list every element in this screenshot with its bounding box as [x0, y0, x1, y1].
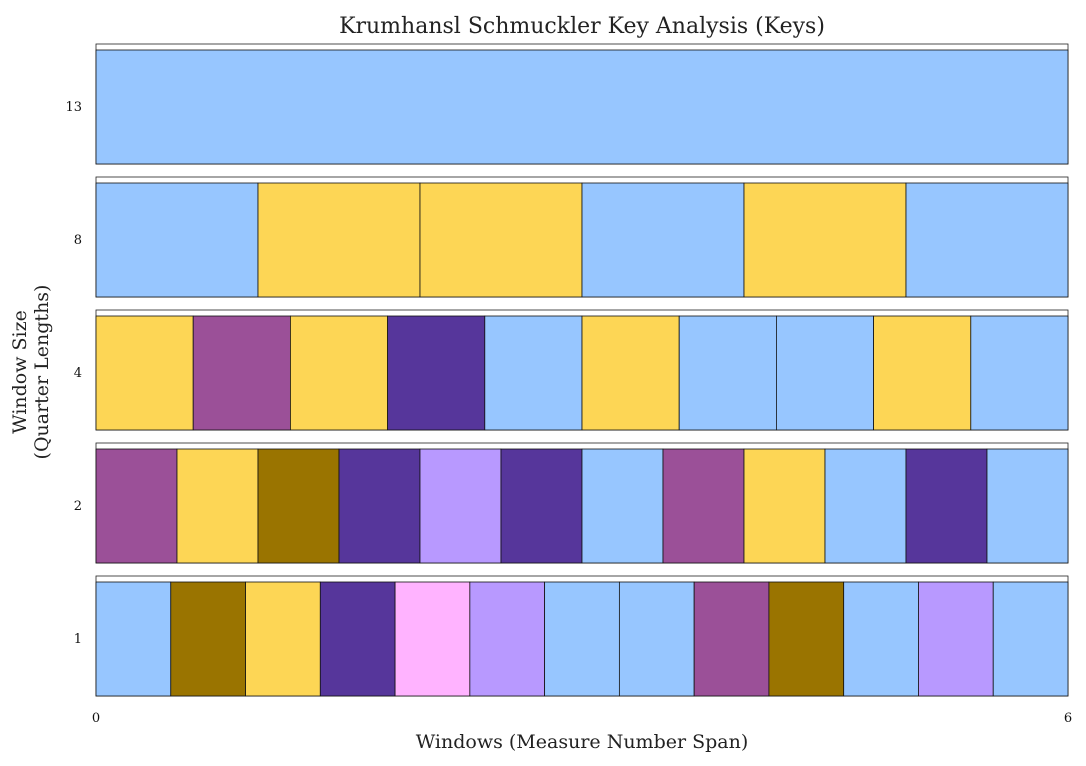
cell-window-4-6 — [581, 315, 680, 431]
cell-window-8-4 — [581, 182, 745, 298]
x-axis-label: Windows (Measure Number Span) — [416, 731, 749, 753]
cell-window-1-11 — [843, 581, 919, 697]
x-tick-label-end: 6 — [1064, 711, 1072, 726]
cell-window-4-5 — [484, 315, 583, 431]
cell-window-4-9 — [873, 315, 972, 431]
cell-window-1-1 — [95, 581, 172, 697]
y-tick-labels: 13 8 4 2 1 — [65, 100, 82, 647]
cell-window-1-10 — [768, 581, 845, 697]
cell-window-4-8 — [776, 315, 875, 431]
cell-window-1-9 — [693, 581, 770, 697]
cell-window-1-4 — [319, 581, 396, 697]
cell-window-8-1 — [95, 182, 259, 298]
x-tick-label-start: 0 — [92, 711, 100, 726]
cell-window-1-8 — [618, 581, 695, 697]
cell-window-2-6 — [500, 448, 583, 564]
cell-window-2-1 — [95, 448, 178, 564]
cell-window-2-8 — [662, 448, 745, 564]
chart-title: Krumhansl Schmuckler Key Analysis (Keys) — [339, 14, 825, 39]
y-tick-label-4: 4 — [74, 366, 82, 381]
cell-window-13-1 — [95, 49, 1069, 165]
cell-window-1-13 — [992, 581, 1069, 697]
y-tick-label-1: 1 — [74, 632, 82, 647]
cell-window-2-4 — [338, 448, 421, 564]
cell-window-4-2 — [192, 315, 291, 431]
cell-window-4-3 — [289, 315, 388, 431]
cell-window-4-7 — [678, 315, 777, 431]
cell-window-2-2 — [176, 448, 259, 564]
cell-window-1-2 — [170, 581, 246, 697]
cell-window-8-2 — [257, 182, 421, 298]
cell-window-4-10 — [970, 315, 1069, 431]
cell-window-2-12 — [986, 448, 1069, 564]
cell-window-1-7 — [544, 581, 620, 697]
cell-window-4-1 — [95, 315, 194, 431]
cell-window-4-4 — [387, 315, 486, 431]
cell-window-1-6 — [469, 581, 546, 697]
y-tick-label-8: 8 — [74, 233, 82, 248]
cell-window-1-12 — [918, 581, 994, 697]
y-axis-label-line-1: Window Size — [9, 310, 31, 434]
cell-window-1-3 — [245, 581, 321, 697]
cell-window-8-5 — [743, 182, 907, 298]
cell-window-8-6 — [905, 182, 1069, 298]
plot-area — [95, 43, 1069, 697]
y-axis-label-line-2: (Quarter Lengths) — [31, 285, 53, 460]
cell-window-2-9 — [743, 448, 826, 564]
cell-window-1-5 — [394, 581, 471, 697]
cell-window-2-7 — [581, 448, 664, 564]
cell-window-8-3 — [419, 182, 583, 298]
cell-window-2-10 — [824, 448, 907, 564]
y-tick-label-2: 2 — [74, 499, 82, 514]
cell-window-2-11 — [905, 448, 988, 564]
y-axis-label: Window Size (Quarter Lengths) — [9, 285, 53, 460]
cell-window-2-5 — [419, 448, 502, 564]
y-tick-label-13: 13 — [65, 100, 82, 115]
cell-window-2-3 — [257, 448, 340, 564]
